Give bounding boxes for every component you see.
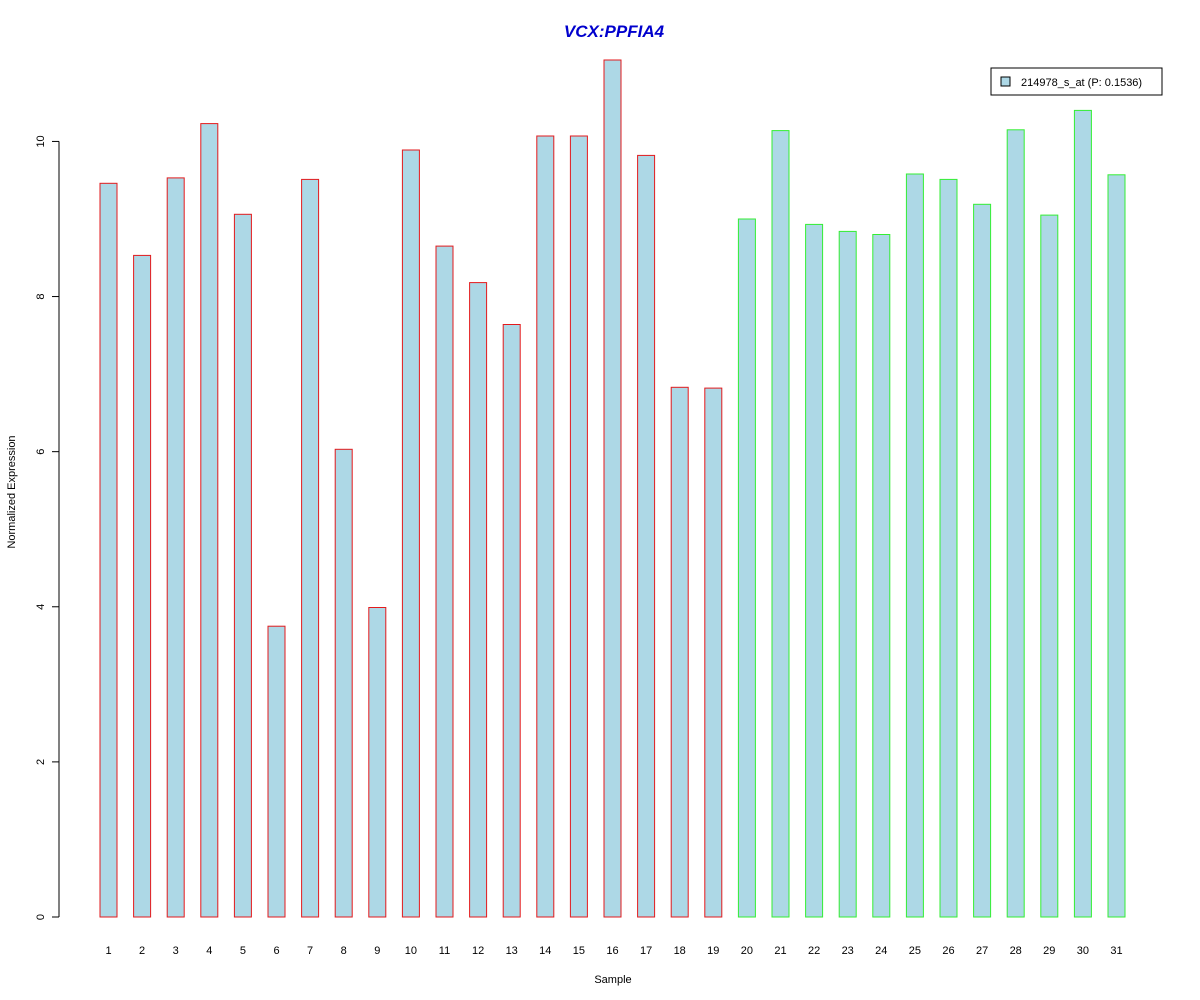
bar-sample-19 — [704, 387, 723, 918]
x-tick-label: 2 — [139, 945, 145, 957]
x-tick-label: 18 — [674, 945, 686, 957]
x-tick-label: 19 — [707, 945, 719, 957]
legend: 214978_s_at (P: 0.1536) — [990, 67, 1163, 96]
y-tick-label: 0 — [35, 914, 47, 920]
bar-sample-9 — [368, 607, 387, 918]
bar-sample-23 — [838, 230, 857, 918]
y-axis-title: Normalized Expression — [6, 435, 18, 548]
bar-sample-20 — [737, 218, 756, 918]
x-tick-label: 28 — [1010, 945, 1022, 957]
x-tick-label: 1 — [105, 945, 111, 957]
bar-sample-8 — [334, 448, 353, 918]
x-tick-label: 29 — [1043, 945, 1055, 957]
bar-sample-27 — [973, 203, 992, 918]
x-tick-label: 14 — [539, 945, 551, 957]
legend-box — [990, 67, 1163, 96]
bar-sample-4 — [200, 123, 219, 918]
x-tick-labels: 1 2 3 4 5 6 7 8 9 10 11 12 13 14 15 16 17 18 19 20 21 22 23 24 2… — [105, 945, 1122, 957]
bar-sample-1 — [99, 182, 118, 918]
x-tick-label: 26 — [942, 945, 954, 957]
x-tick-label: 12 — [472, 945, 484, 957]
x-tick-label: 15 — [573, 945, 585, 957]
y-tick-label: 6 — [35, 449, 47, 455]
x-tick-label: 24 — [875, 945, 887, 957]
x-tick-label: 3 — [173, 945, 179, 957]
x-tick-label: 4 — [206, 945, 212, 957]
chart-title: VCX:PPFIA4 — [564, 22, 665, 41]
bar-sample-22 — [805, 223, 824, 918]
x-tick-label: 10 — [405, 945, 417, 957]
bar-sample-31 — [1107, 174, 1126, 918]
bar-sample-14 — [536, 135, 555, 918]
bar-sample-24 — [872, 234, 891, 918]
bar-sample-11 — [435, 245, 454, 918]
x-tick-label: 7 — [307, 945, 313, 957]
bar-sample-16 — [603, 59, 622, 918]
y-tick-label: 4 — [35, 604, 47, 610]
x-tick-label: 16 — [606, 945, 618, 957]
bar-sample-21 — [771, 130, 790, 918]
bar-sample-2 — [133, 254, 152, 918]
x-tick-label: 17 — [640, 945, 652, 957]
x-tick-label: 9 — [374, 945, 380, 957]
y-tick-label: 10 — [35, 135, 47, 147]
x-tick-label: 22 — [808, 945, 820, 957]
y-tick-label: 2 — [35, 759, 47, 765]
bar-sample-10 — [401, 149, 420, 918]
bar-sample-26 — [939, 178, 958, 918]
x-tick-label: 30 — [1077, 945, 1089, 957]
bar-sample-6 — [267, 625, 286, 918]
x-tick-label: 11 — [439, 945, 450, 957]
bar-sample-17 — [637, 154, 656, 918]
x-tick-label: 8 — [341, 945, 347, 957]
y-axis: 0 2 4 6 8 10 — [35, 135, 60, 920]
y-tick-label: 8 — [35, 293, 47, 299]
bar-sample-15 — [569, 135, 588, 918]
bar-sample-3 — [166, 177, 185, 918]
x-tick-label: 5 — [240, 945, 246, 957]
x-tick-label: 21 — [774, 945, 786, 957]
x-tick-label: 27 — [976, 945, 988, 957]
x-axis-title: Sample — [594, 974, 631, 986]
bar-sample-18 — [670, 386, 689, 918]
bar-sample-29 — [1040, 214, 1059, 918]
bars — [99, 59, 1126, 918]
bar-sample-30 — [1073, 109, 1092, 918]
bar-sample-7 — [301, 178, 320, 918]
x-tick-label: 31 — [1110, 945, 1122, 957]
legend-swatch — [1000, 76, 1011, 87]
x-tick-label: 25 — [909, 945, 921, 957]
legend-label: 214978_s_at (P: 0.1536) — [1021, 77, 1142, 89]
x-tick-label: 23 — [842, 945, 854, 957]
bar-sample-13 — [502, 324, 521, 918]
x-tick-label: 13 — [506, 945, 518, 957]
bar-sample-12 — [469, 282, 488, 918]
x-tick-label: 20 — [741, 945, 753, 957]
bar-sample-5 — [233, 213, 252, 918]
bar-sample-28 — [1006, 129, 1025, 918]
x-tick-label: 6 — [273, 945, 279, 957]
bar-sample-25 — [905, 173, 924, 918]
